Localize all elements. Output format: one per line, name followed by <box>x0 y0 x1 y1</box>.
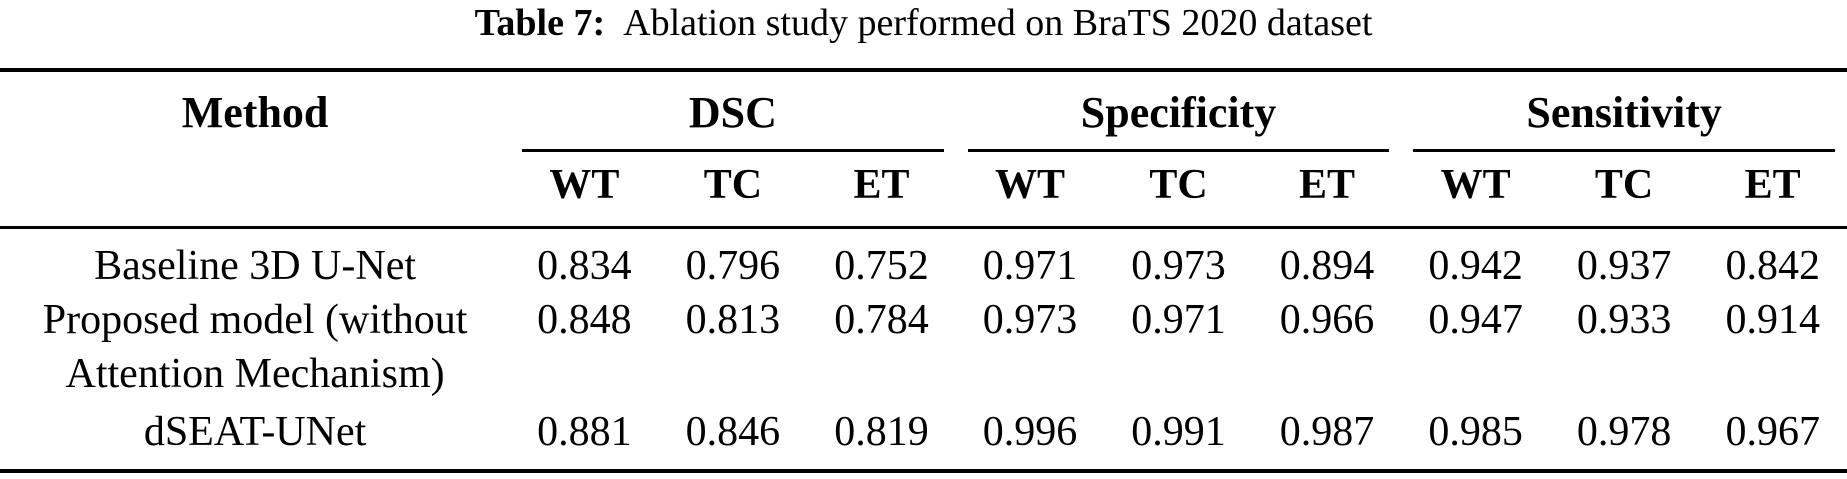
col-header-dsc-et: ET <box>853 162 910 208</box>
method-label: Attention Mechanism) <box>65 351 445 397</box>
value-cell: 0.942 <box>1428 243 1523 289</box>
col-header-sensitivity-wt: WT <box>1440 162 1511 208</box>
value-cell: 0.971 <box>1131 297 1226 343</box>
col-header-specificity-tc: TC <box>1149 162 1208 208</box>
table-row: dSEAT-UNet 0.881 0.846 0.819 0.996 0.991… <box>0 401 1847 471</box>
method-cell: dSEAT-UNet <box>0 401 510 471</box>
col-header-dsc-wt: WT <box>549 162 620 208</box>
col-header-sensitivity-et: ET <box>1744 162 1801 208</box>
value-cell: 0.846 <box>685 409 781 455</box>
col-header-specificity-wt: WT <box>994 162 1065 208</box>
table-row: Baseline 3D U-Net 0.834 0.796 0.752 0.97… <box>0 228 1847 294</box>
value-cell: 0.813 <box>685 297 781 343</box>
method-label: Baseline 3D U-Net <box>94 243 417 289</box>
value-cell: 0.967 <box>1725 409 1820 455</box>
group-header-row: Method DSC Specificity Sensitivity <box>0 70 1847 152</box>
method-cell: Proposed model (without Attention Mechan… <box>0 293 510 401</box>
value-cell: 0.985 <box>1428 409 1523 455</box>
ablation-table: Method DSC Specificity Sensitivity WT TC… <box>0 68 1847 473</box>
value-cell: 0.987 <box>1279 409 1375 455</box>
value-cell: 0.933 <box>1576 297 1672 343</box>
value-cell: 0.971 <box>982 243 1078 289</box>
value-cell: 0.914 <box>1725 297 1820 343</box>
col-header-dsc-tc: TC <box>703 162 763 208</box>
col-header-specificity-et: ET <box>1299 162 1356 208</box>
group-header-dsc: DSC <box>510 70 956 152</box>
value-cell: 0.937 <box>1576 243 1672 289</box>
value-cell: 0.973 <box>982 297 1078 343</box>
col-header-method: Method <box>181 88 329 137</box>
table-row: Proposed model (without Attention Mechan… <box>0 293 1847 401</box>
method-label: dSEAT-UNet <box>143 409 367 455</box>
value-cell: 0.991 <box>1131 409 1226 455</box>
value-cell: 0.842 <box>1725 243 1820 289</box>
value-cell: 0.796 <box>685 243 781 289</box>
method-cell: Baseline 3D U-Net <box>0 228 510 294</box>
table-caption-text: Ablation study performed on BraTS 2020 d… <box>623 2 1373 44</box>
method-label: Proposed model (without <box>42 297 468 343</box>
group-header-sensitivity: Sensitivity <box>1401 70 1847 152</box>
value-cell: 0.978 <box>1576 409 1672 455</box>
value-cell: 0.848 <box>537 297 632 343</box>
table-header: Method DSC Specificity Sensitivity WT TC… <box>0 70 1847 228</box>
table-caption-label: Table 7: <box>474 2 606 44</box>
value-cell: 0.966 <box>1279 297 1375 343</box>
value-cell: 0.881 <box>537 409 632 455</box>
table-caption: Table 7: Ablation study performed on BraT… <box>0 0 1847 68</box>
value-cell: 0.947 <box>1428 297 1523 343</box>
value-cell: 0.819 <box>834 409 929 455</box>
group-header-specificity: Specificity <box>956 70 1402 152</box>
sub-header-row: WT TC ET WT TC ET WT TC ET <box>0 152 1847 228</box>
col-header-sensitivity-tc: TC <box>1594 162 1654 208</box>
value-cell: 0.996 <box>982 409 1078 455</box>
value-cell: 0.894 <box>1279 243 1375 289</box>
value-cell: 0.784 <box>834 297 929 343</box>
value-cell: 0.973 <box>1131 243 1226 289</box>
value-cell: 0.834 <box>537 243 632 289</box>
table-body: Baseline 3D U-Net 0.834 0.796 0.752 0.97… <box>0 228 1847 472</box>
value-cell: 0.752 <box>834 243 929 289</box>
